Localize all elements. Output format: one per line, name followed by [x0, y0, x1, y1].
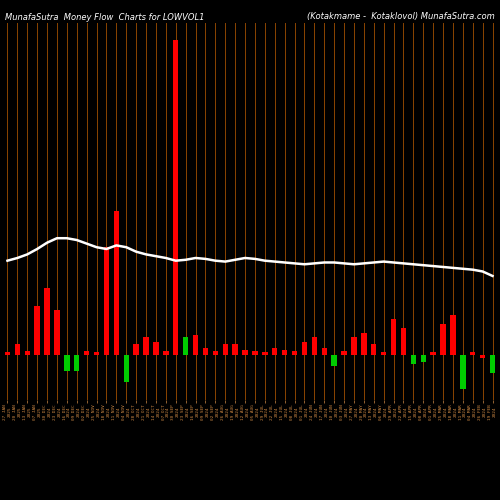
Bar	[64, 355, 70, 371]
Bar	[302, 342, 307, 355]
Bar	[342, 352, 347, 355]
Bar	[351, 337, 356, 355]
Bar	[262, 352, 268, 355]
Bar	[124, 355, 129, 382]
Bar	[460, 355, 466, 389]
Bar	[381, 352, 386, 355]
Bar	[480, 355, 486, 358]
Bar	[44, 288, 50, 355]
Bar	[371, 344, 376, 355]
Bar	[193, 336, 198, 355]
Bar	[212, 352, 218, 355]
Bar	[202, 348, 208, 355]
Bar	[322, 348, 327, 355]
Bar	[94, 352, 100, 355]
Text: (Kotakmame -  Kotaklovol) MunafaSutra.com: (Kotakmame - Kotaklovol) MunafaSutra.com	[307, 12, 495, 22]
Bar	[400, 328, 406, 355]
Bar	[173, 40, 178, 355]
Bar	[292, 352, 298, 355]
Bar	[222, 344, 228, 355]
Bar	[104, 247, 109, 355]
Bar	[14, 344, 20, 355]
Bar	[391, 319, 396, 355]
Bar	[470, 352, 476, 355]
Bar	[114, 211, 119, 355]
Bar	[134, 344, 139, 355]
Bar	[34, 306, 40, 355]
Bar	[361, 332, 366, 355]
Bar	[24, 350, 30, 355]
Bar	[153, 342, 158, 355]
Bar	[450, 314, 456, 355]
Bar	[54, 310, 60, 355]
Bar	[252, 352, 258, 355]
Bar	[420, 355, 426, 362]
Bar	[144, 337, 149, 355]
Bar	[242, 350, 248, 355]
Bar	[282, 350, 288, 355]
Bar	[410, 355, 416, 364]
Bar	[4, 352, 10, 355]
Bar	[232, 344, 238, 355]
Bar	[440, 324, 446, 355]
Bar	[490, 355, 496, 373]
Bar	[84, 352, 89, 355]
Bar	[163, 352, 168, 355]
Bar	[332, 355, 337, 366]
Bar	[312, 337, 317, 355]
Bar	[183, 337, 188, 355]
Bar	[272, 348, 278, 355]
Bar	[74, 355, 80, 371]
Bar	[430, 352, 436, 355]
Text: MunafaSutra  Money Flow  Charts for LOWVOL1: MunafaSutra Money Flow Charts for LOWVOL…	[5, 12, 204, 22]
